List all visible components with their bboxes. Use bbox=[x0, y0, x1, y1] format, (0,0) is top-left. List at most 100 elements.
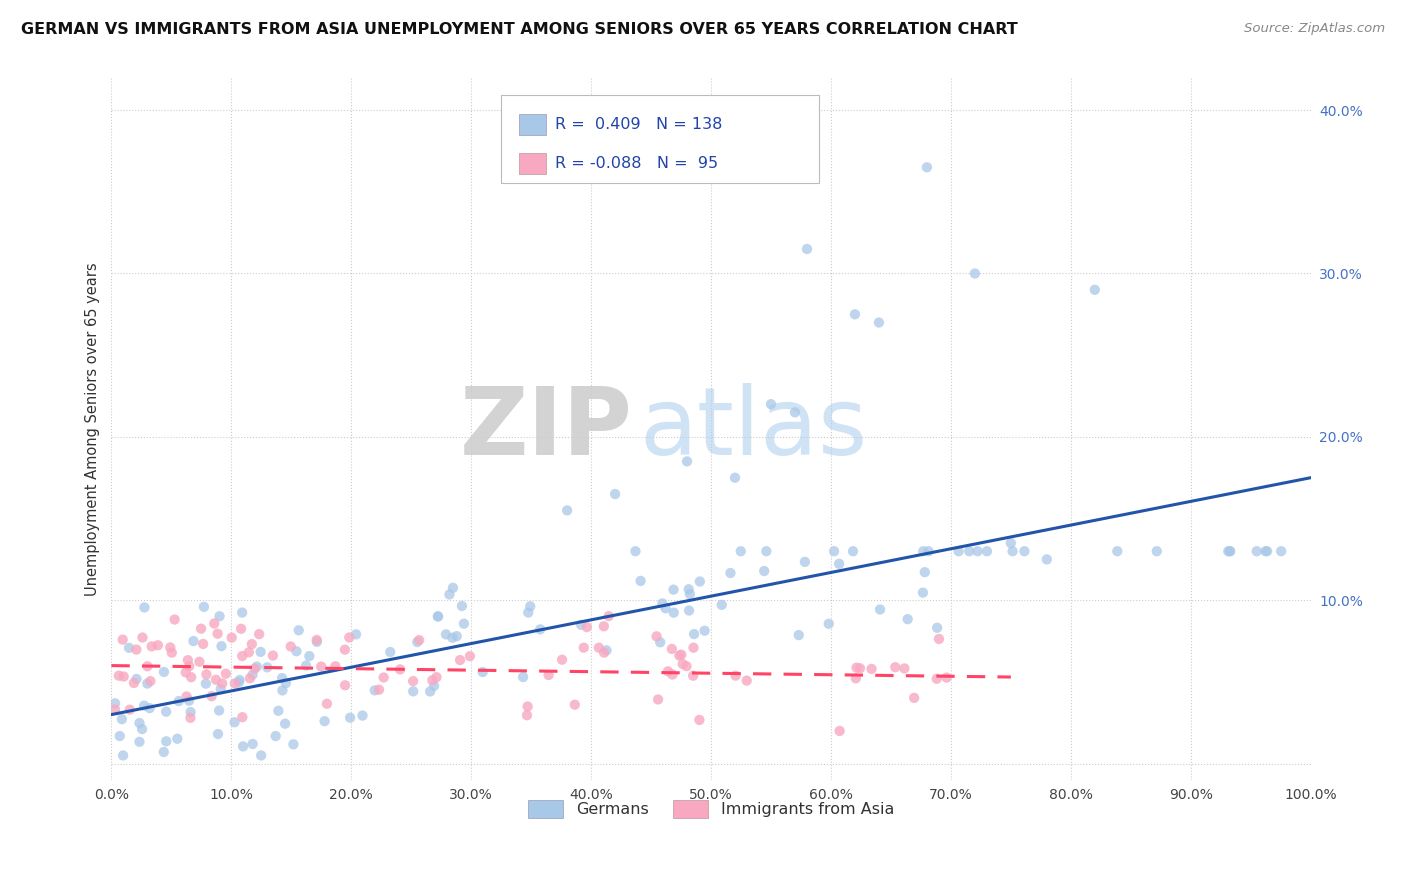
FancyBboxPatch shape bbox=[519, 153, 546, 174]
Point bbox=[730, 544, 752, 558]
Point bbox=[927, 621, 949, 635]
Point bbox=[231, 648, 253, 663]
Point bbox=[564, 698, 586, 712]
Point bbox=[160, 646, 183, 660]
Point bbox=[672, 657, 695, 671]
Point bbox=[1014, 544, 1036, 558]
Point bbox=[845, 671, 868, 685]
Point bbox=[108, 668, 131, 682]
Point bbox=[662, 582, 685, 597]
Point bbox=[139, 674, 162, 689]
Point bbox=[333, 678, 356, 692]
Point bbox=[661, 642, 683, 657]
Point bbox=[817, 616, 839, 631]
Point bbox=[787, 628, 810, 642]
Point bbox=[211, 676, 233, 690]
Text: R = -0.088   N =  95: R = -0.088 N = 95 bbox=[555, 155, 718, 170]
Point bbox=[575, 620, 598, 634]
Point bbox=[262, 648, 284, 663]
Point bbox=[630, 574, 652, 588]
Point bbox=[228, 675, 250, 690]
Point bbox=[423, 679, 446, 693]
Point bbox=[200, 689, 222, 703]
Point bbox=[167, 694, 190, 708]
Point bbox=[682, 640, 704, 655]
Point bbox=[208, 609, 231, 624]
Point bbox=[693, 624, 716, 638]
Point bbox=[180, 670, 202, 684]
Point bbox=[125, 672, 148, 686]
Point bbox=[179, 694, 201, 708]
Text: GERMAN VS IMMIGRANTS FROM ASIA UNEMPLOYMENT AMONG SENIORS OVER 65 YEARS CORRELAT: GERMAN VS IMMIGRANTS FROM ASIA UNEMPLOYM… bbox=[21, 22, 1018, 37]
Point bbox=[676, 454, 699, 468]
Point bbox=[783, 405, 806, 419]
Point bbox=[333, 642, 356, 657]
Point bbox=[159, 640, 181, 655]
Point bbox=[128, 735, 150, 749]
Point bbox=[202, 616, 225, 631]
Point bbox=[759, 397, 782, 411]
Point bbox=[104, 702, 127, 716]
Point bbox=[194, 676, 217, 690]
Point bbox=[249, 645, 271, 659]
Point bbox=[458, 649, 481, 664]
Point bbox=[903, 690, 925, 705]
Point bbox=[516, 699, 538, 714]
Point bbox=[451, 599, 474, 613]
Point bbox=[111, 712, 134, 726]
Point bbox=[793, 555, 815, 569]
Point bbox=[108, 729, 131, 743]
Point bbox=[1270, 544, 1292, 558]
Point bbox=[380, 645, 402, 659]
Point bbox=[112, 748, 135, 763]
Point bbox=[678, 582, 700, 597]
Point bbox=[1218, 544, 1240, 558]
Point bbox=[422, 673, 444, 688]
Point bbox=[603, 487, 626, 501]
Point bbox=[529, 623, 551, 637]
Point bbox=[128, 716, 150, 731]
Point bbox=[228, 673, 250, 687]
Point bbox=[911, 585, 934, 599]
Point bbox=[551, 653, 574, 667]
Text: ZIP: ZIP bbox=[460, 383, 633, 475]
Point bbox=[426, 609, 449, 624]
Point bbox=[224, 676, 246, 690]
Point bbox=[928, 632, 950, 646]
Point bbox=[1146, 544, 1168, 558]
Point bbox=[912, 544, 935, 558]
Point bbox=[1219, 544, 1241, 558]
Point bbox=[373, 670, 395, 684]
Point bbox=[449, 653, 471, 667]
Point bbox=[849, 661, 872, 675]
Point bbox=[868, 316, 890, 330]
Point bbox=[724, 471, 747, 485]
Point bbox=[337, 631, 360, 645]
Point bbox=[264, 729, 287, 743]
Text: Source: ZipAtlas.com: Source: ZipAtlas.com bbox=[1244, 22, 1385, 36]
Point bbox=[179, 711, 201, 725]
Point bbox=[177, 653, 200, 667]
Point bbox=[406, 635, 429, 649]
Point bbox=[828, 723, 851, 738]
Point bbox=[1001, 544, 1024, 558]
Point bbox=[136, 659, 159, 673]
Point bbox=[675, 659, 697, 673]
Point bbox=[274, 676, 297, 690]
Point bbox=[662, 606, 685, 620]
Point bbox=[131, 631, 153, 645]
Point bbox=[935, 671, 957, 685]
Point bbox=[180, 705, 202, 719]
Point bbox=[724, 668, 747, 682]
Point bbox=[295, 658, 318, 673]
FancyBboxPatch shape bbox=[519, 114, 546, 135]
Point bbox=[948, 544, 970, 558]
Point bbox=[651, 596, 673, 610]
Point bbox=[796, 242, 818, 256]
Point bbox=[247, 627, 270, 641]
Point bbox=[316, 697, 339, 711]
Y-axis label: Unemployment Among Seniors over 65 years: Unemployment Among Seniors over 65 years bbox=[86, 262, 100, 596]
Point bbox=[298, 649, 321, 664]
Point bbox=[239, 671, 262, 685]
Point bbox=[271, 671, 294, 685]
